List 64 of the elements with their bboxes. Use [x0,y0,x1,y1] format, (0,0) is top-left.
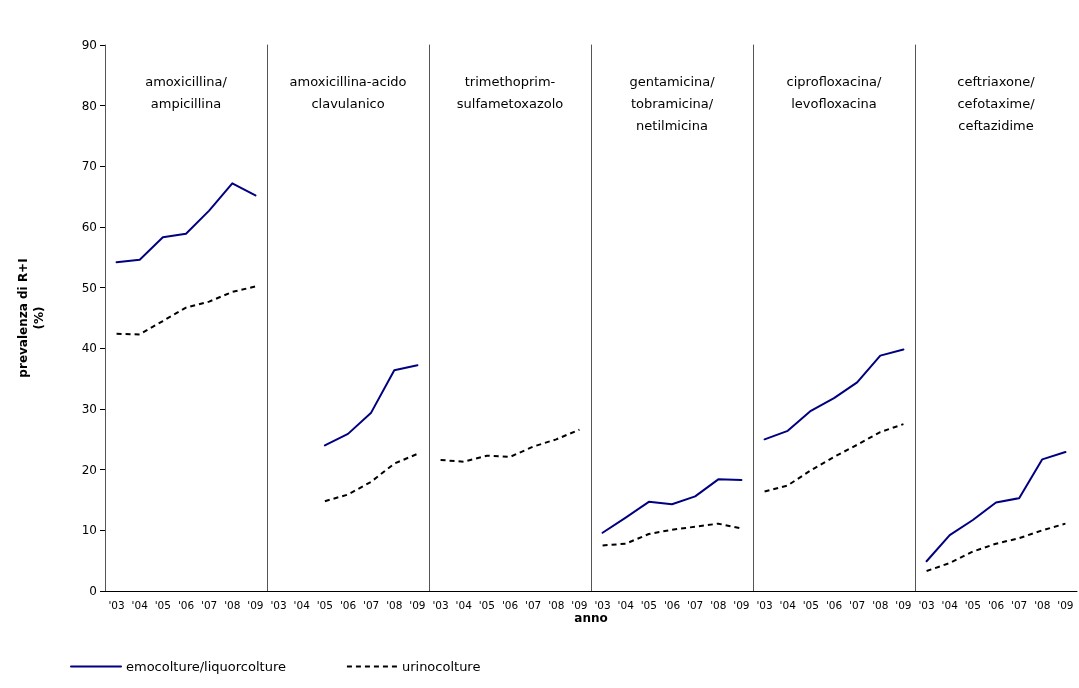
x-tick-label: '04 [779,598,797,611]
annotation: trimethoprim- sulfametoxazolo [456,73,564,111]
x-tick-label: '04 [617,598,635,611]
annotation: amoxicillina/ ampicillina [145,73,228,111]
line-series [115,182,257,264]
x-tick-label: '04 [455,598,473,611]
x-tick-label: '05 [478,598,495,611]
x-tick-label: '04 [293,598,311,611]
x-tick-label: '06 [177,598,195,611]
x-tick-label: '07 [687,598,704,611]
annotation: ciprofloxacina/ levofloxacina [786,73,882,111]
annotation: ceftriaxone/ cefotaxime/ ceftazidime [957,73,1036,133]
x-tick-label: '04 [131,598,149,611]
x-tick-label: '08 [386,598,403,611]
x-tick-label: '03 [432,598,449,611]
x-tick-label: '08 [872,598,889,611]
x-tick-label: '03 [594,598,611,611]
annotation: gentamicina/ tobramicina/ netilmicina [629,73,716,133]
legend-label: urinocolture [401,659,481,674]
y-tick-label: 80 [81,98,97,113]
y-tick-label: 60 [81,220,97,234]
line-series [115,285,257,336]
x-tick-label: '06 [987,598,1005,611]
x-tick-label: '08 [1034,598,1051,611]
x-tick-label: '07 [201,598,218,611]
y-tick-label: 50 [81,280,97,295]
y-tick-label: 0 [89,584,97,598]
x-tick-label: '09 [571,598,588,611]
x-tick-label: '09 [1057,598,1074,611]
x-tick-label: '08 [224,598,241,611]
y-tick-label: 40 [81,341,97,356]
x-tick-label: '06 [501,598,519,611]
x-tick-label: '09 [895,598,912,611]
x-axis-title: anno [574,611,608,625]
x-tick-label: '03 [270,598,287,611]
x-tick-label: '05 [802,598,819,611]
x-tick-label: '05 [640,598,657,611]
x-tick-label: '07 [525,598,542,611]
x-tick-label: '05 [964,598,981,611]
x-tick-label: '06 [663,598,681,611]
y-tick-label: 90 [81,38,97,52]
x-tick-label: '09 [409,598,426,611]
x-tick-label: '07 [849,598,866,611]
legend-label: emocolture/liquorcolture [126,659,286,674]
x-tick-label: '07 [1011,598,1028,611]
x-tick-label: '03 [756,598,773,611]
y-tick-label: 20 [81,462,97,477]
annotation: amoxicillina-acido clavulanico [289,73,407,111]
y-axis-title: prevalenza di R+I (%) [16,258,46,378]
y-tick-label: 70 [81,159,97,174]
y-tick-label: 30 [81,402,97,416]
x-tick-label: '09 [733,598,750,611]
x-tick-label: '05 [154,598,171,611]
x-tick-label: '09 [247,598,264,611]
x-tick-label: '03 [918,598,935,611]
x-tick-label: '06 [825,598,843,611]
x-tick-label: '03 [108,598,125,611]
y-tick-label: 10 [81,523,97,538]
x-tick-label: '04 [941,598,959,611]
x-tick-label: '07 [363,598,380,611]
x-tick-label: '08 [548,598,565,611]
x-tick-label: '06 [339,598,357,611]
x-tick-label: '05 [316,598,333,611]
x-tick-label: '08 [710,598,727,611]
